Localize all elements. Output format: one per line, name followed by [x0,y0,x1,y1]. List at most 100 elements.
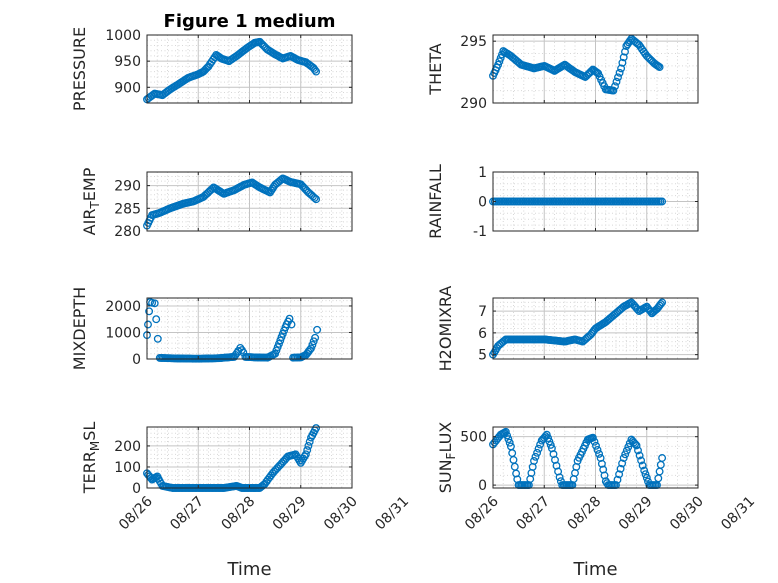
subplot-air-temp: 280 285 290 AIRTEMP [80,167,353,240]
x-axis-label: Time [226,559,271,580]
data-point [595,449,604,458]
data-point [312,195,321,204]
series-markers [143,298,322,363]
y-tick-label: 1 [478,165,487,181]
data-point [588,433,597,442]
data-point [287,320,296,329]
data-point [301,450,310,459]
series-markers [489,298,667,359]
data-point [619,53,628,62]
y-axis-label: AIRTEMP [80,167,102,235]
data-point [267,186,276,195]
data-point [534,444,543,453]
series-markers [143,174,321,230]
data-point [531,452,540,461]
data-point [504,435,513,444]
data-point [640,466,649,475]
series-markers [489,197,667,206]
data-point [144,320,152,329]
data-point [304,441,313,450]
data-point [546,440,555,449]
y-tick-label: 900 [114,80,141,96]
data-point [312,67,321,76]
data-point [658,454,667,462]
data-point [312,424,321,433]
y-axis-label: H2OMIXRA [436,286,455,372]
x-tick-label: 08/30 [667,494,707,534]
data-point [656,300,665,308]
series-markers [489,34,664,95]
x-tick-label: 08/27 [167,494,207,534]
data-point [303,446,312,455]
data-point [311,333,320,342]
y-tick-label: 295 [460,34,487,50]
data-point [310,65,319,74]
data-point [612,77,621,86]
x-tick-label: 08/26 [116,493,156,533]
data-point [615,68,624,77]
y-tick-label: 0 [478,478,487,494]
data-point [634,446,642,455]
x-tick-label: 08/28 [218,494,258,534]
y-axis-label: SUNFLUX [436,422,458,494]
y-tick-label: 1000 [105,28,141,44]
y-tick-label: -1 [473,224,487,240]
data-point [635,451,644,460]
data-point [655,63,664,72]
subplot-h2omixra: 5 6 7 H2OMIXRA [436,286,699,372]
data-point [632,441,641,450]
y-tick-label: 0 [132,352,141,368]
y-tick-label: 290 [460,96,487,112]
data-point [658,298,667,307]
x-tick-label: 08/30 [321,494,361,534]
y-axis-label: THETA [426,43,445,95]
y-tick-label: 2000 [105,299,141,315]
x-tick-label: 08/28 [564,494,604,534]
data-point [533,448,542,457]
subplot-terr-msl: 0 100 200 08/26 08/27 08/28 08/29 08/30 08/31 Tim… [80,422,412,580]
data-point [305,437,314,446]
y-tick-label: 0 [478,195,487,211]
data-point [611,82,619,91]
figure-title: Figure 1 medium [164,11,336,32]
data-point [631,439,640,448]
x-tick-label: 08/29 [270,494,310,534]
data-point [621,450,630,459]
data-point [617,64,626,73]
y-tick-label: 290 [114,179,141,195]
data-point [309,337,318,346]
data-point [614,73,622,82]
y-tick-label: 500 [460,430,487,446]
data-point [654,62,663,71]
y-axis-label: MIXDEPTH [70,287,89,370]
data-point [616,464,625,473]
data-point [613,475,622,484]
data-point [592,441,600,450]
y-axis-label: RAINFALL [426,164,445,239]
x-tick-label: 08/31 [718,494,758,534]
y-tick-label: 7 [478,304,487,320]
data-point [153,334,162,343]
data-point [638,461,647,470]
data-point [530,456,538,465]
y-tick-label: 280 [114,224,141,240]
data-point [152,315,161,324]
data-point [622,446,631,455]
data-point [501,427,510,436]
data-point [618,58,627,67]
data-point [637,456,646,465]
data-point [641,470,650,479]
y-tick-label: 200 [114,439,141,455]
data-point [503,431,512,440]
y-tick-label: 5 [478,348,487,364]
y-axis-label: PRESSURE [70,27,89,111]
data-point [313,325,322,334]
data-point [615,470,624,479]
x-tick-label: 08/26 [462,493,502,533]
y-tick-label: 285 [114,201,141,217]
series-markers [143,37,321,104]
y-tick-label: 1000 [105,325,141,341]
data-point [590,437,599,446]
data-point [618,459,627,468]
